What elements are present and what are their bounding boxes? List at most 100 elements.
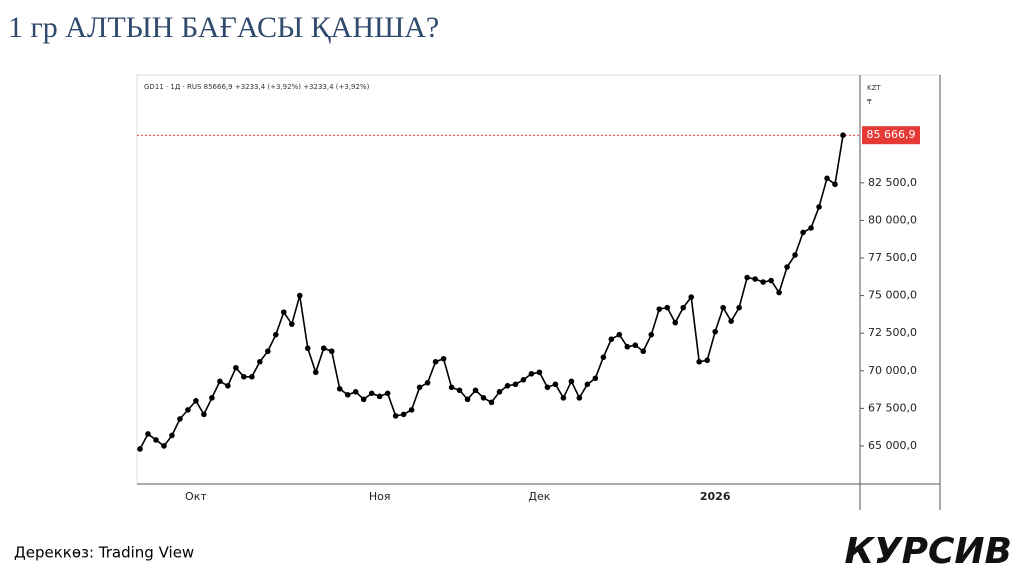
- point: [424, 380, 431, 386]
- x-tick-label: Окт: [185, 490, 207, 503]
- y-tick-label: 75 000,0: [868, 289, 917, 302]
- chart-frame: [136, 74, 941, 485]
- point: [209, 395, 215, 401]
- point: [185, 407, 191, 413]
- point: [488, 399, 495, 406]
- point: [752, 276, 758, 282]
- point: [201, 411, 207, 418]
- point: [440, 355, 447, 362]
- point: [241, 373, 247, 380]
- point: [448, 384, 455, 391]
- point: [744, 274, 750, 281]
- point: [760, 279, 766, 285]
- point: [217, 378, 223, 385]
- point: [400, 411, 407, 418]
- point: [296, 292, 303, 299]
- point: [320, 345, 327, 352]
- point: [257, 358, 263, 365]
- point: [464, 396, 471, 403]
- y-tick-label: 77 500,0: [868, 251, 917, 264]
- point: [720, 304, 726, 311]
- point: [249, 373, 255, 380]
- y-tick-label: 70 000,0: [868, 364, 917, 377]
- point: [576, 395, 583, 401]
- point: [840, 132, 846, 138]
- point: [672, 319, 679, 326]
- point: [656, 306, 663, 312]
- point: [600, 354, 607, 361]
- point: [704, 357, 710, 364]
- point: [528, 370, 535, 377]
- point: [560, 395, 567, 401]
- point: [344, 392, 351, 398]
- y-tick-label: 67 500,0: [868, 401, 917, 414]
- point: [584, 381, 591, 388]
- point: [520, 376, 527, 383]
- point: [792, 252, 798, 258]
- title: 1 гр АЛТЫН БАҒАСЫ ҚАНША?: [8, 11, 439, 44]
- legend-text: GD11 · 1Д · RUS 85666,9 +3233,4 (+3,92%)…: [144, 83, 370, 91]
- point: [408, 407, 415, 413]
- point: [616, 331, 623, 338]
- y-tick-label: 65 000,0: [868, 439, 917, 452]
- point: [632, 342, 639, 349]
- x-tick-label: 2026: [700, 490, 731, 503]
- point: [736, 304, 742, 311]
- point: [712, 328, 718, 335]
- point: [688, 294, 695, 300]
- point: [360, 396, 367, 403]
- x-tick-label: Дек: [528, 490, 550, 503]
- point: [312, 369, 319, 376]
- point: [416, 384, 423, 391]
- y-tick-label: 80 000,0: [868, 213, 917, 226]
- point: [664, 304, 671, 311]
- point: [145, 431, 151, 437]
- point: [816, 204, 822, 210]
- point: [648, 331, 655, 338]
- point: [392, 413, 399, 419]
- point: [696, 358, 703, 365]
- point: [432, 358, 439, 365]
- logo: КУРСИВ: [844, 531, 1012, 572]
- currency: KZT: [867, 84, 881, 92]
- point: [592, 375, 599, 382]
- point: [784, 264, 790, 270]
- point: [336, 386, 343, 392]
- price-label: 85 666,9: [867, 128, 916, 141]
- point: [368, 390, 375, 397]
- point: [824, 175, 830, 182]
- point: [288, 321, 295, 327]
- point: [456, 387, 463, 394]
- point: [161, 443, 167, 449]
- point: [624, 343, 631, 350]
- point: [800, 229, 806, 236]
- x-tick-label: Ноя: [369, 490, 391, 503]
- point: [728, 318, 734, 324]
- point: [680, 304, 687, 311]
- point: [328, 348, 335, 355]
- point: [552, 381, 559, 388]
- point: [608, 336, 615, 342]
- point: [169, 432, 175, 439]
- y-tick-label: 72 500,0: [868, 326, 917, 339]
- point: [496, 389, 503, 395]
- point: [352, 389, 359, 395]
- point: [832, 181, 838, 188]
- point: [225, 383, 231, 389]
- y-tick-label: 82 500,0: [868, 176, 917, 189]
- point: [153, 437, 159, 443]
- point: [137, 446, 143, 452]
- point: [273, 331, 279, 338]
- point: [480, 395, 487, 401]
- point: [808, 225, 814, 231]
- point: [568, 378, 575, 385]
- point: [768, 277, 774, 284]
- currency-sign: ₸: [867, 98, 872, 106]
- price-label-box: [862, 126, 920, 145]
- point: [193, 398, 199, 404]
- point: [536, 369, 543, 376]
- point: [304, 345, 311, 352]
- point: [512, 381, 519, 388]
